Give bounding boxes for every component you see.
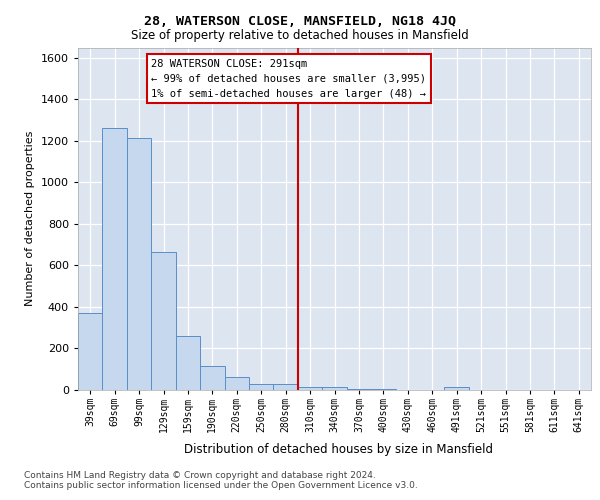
- Bar: [103, 128, 127, 390]
- Bar: [200, 366, 224, 390]
- Text: 28 WATERSON CLOSE: 291sqm
← 99% of detached houses are smaller (3,995)
1% of sem: 28 WATERSON CLOSE: 291sqm ← 99% of detac…: [151, 59, 426, 98]
- Text: Distribution of detached houses by size in Mansfield: Distribution of detached houses by size …: [184, 442, 493, 456]
- Text: Contains public sector information licensed under the Open Government Licence v3: Contains public sector information licen…: [24, 481, 418, 490]
- Text: Size of property relative to detached houses in Mansfield: Size of property relative to detached ho…: [131, 29, 469, 42]
- Bar: [176, 336, 200, 390]
- Bar: [151, 252, 176, 390]
- Bar: [274, 384, 298, 390]
- Bar: [78, 313, 103, 390]
- Bar: [445, 387, 469, 390]
- Text: 28, WATERSON CLOSE, MANSFIELD, NG18 4JQ: 28, WATERSON CLOSE, MANSFIELD, NG18 4JQ: [144, 15, 456, 28]
- Bar: [224, 376, 249, 390]
- Bar: [347, 389, 371, 390]
- Bar: [127, 138, 151, 390]
- Bar: [249, 384, 274, 390]
- Text: Contains HM Land Registry data © Crown copyright and database right 2024.: Contains HM Land Registry data © Crown c…: [24, 471, 376, 480]
- Bar: [298, 387, 322, 390]
- Y-axis label: Number of detached properties: Number of detached properties: [25, 131, 35, 306]
- Bar: [371, 389, 395, 390]
- Bar: [322, 387, 347, 390]
